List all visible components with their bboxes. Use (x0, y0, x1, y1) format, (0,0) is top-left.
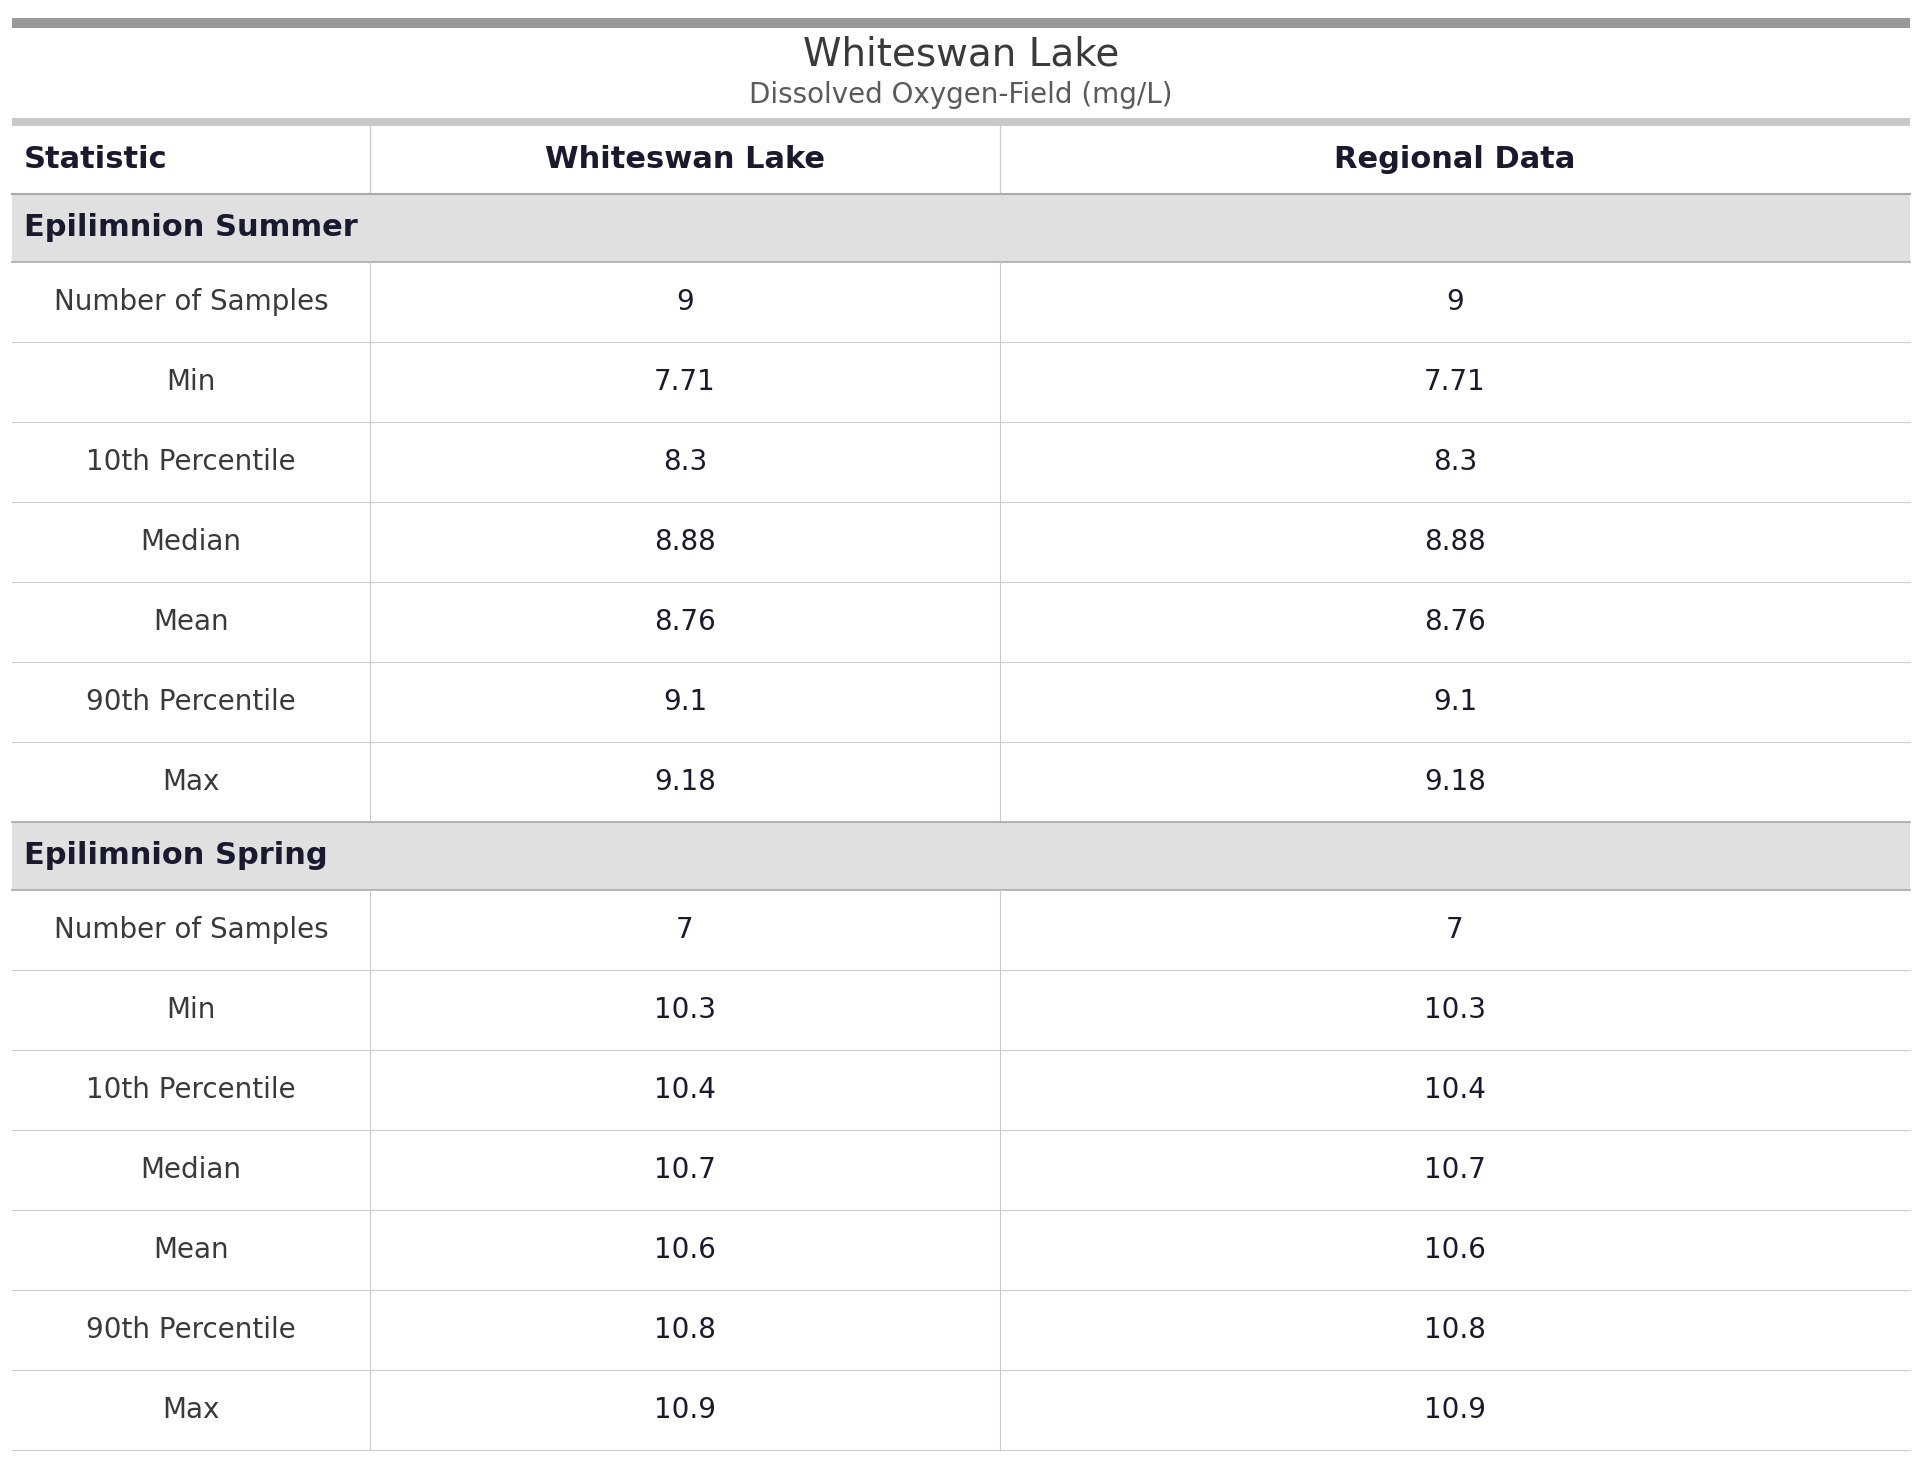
Text: 10th Percentile: 10th Percentile (86, 1076, 296, 1104)
FancyBboxPatch shape (12, 342, 1910, 422)
Text: 9.18: 9.18 (653, 768, 715, 796)
FancyBboxPatch shape (12, 194, 1910, 261)
FancyBboxPatch shape (12, 969, 1910, 1050)
Text: Epilimnion Summer: Epilimnion Summer (23, 213, 357, 242)
Text: 10.3: 10.3 (653, 996, 717, 1023)
Text: 9.18: 9.18 (1424, 768, 1486, 796)
FancyBboxPatch shape (12, 1130, 1910, 1210)
Text: 9.1: 9.1 (1434, 688, 1478, 715)
Text: Median: Median (140, 1156, 242, 1184)
FancyBboxPatch shape (12, 891, 1910, 969)
Text: 8.76: 8.76 (653, 607, 715, 637)
Text: 7.71: 7.71 (1424, 368, 1486, 396)
Text: 8.88: 8.88 (653, 529, 715, 556)
Text: Regional Data: Regional Data (1334, 146, 1576, 175)
Text: Mean: Mean (154, 1237, 229, 1264)
FancyBboxPatch shape (12, 502, 1910, 583)
FancyBboxPatch shape (12, 1050, 1910, 1130)
Text: Min: Min (167, 368, 215, 396)
Text: 10.8: 10.8 (653, 1315, 715, 1345)
Text: 10.9: 10.9 (653, 1396, 717, 1424)
Text: 9.1: 9.1 (663, 688, 707, 715)
Text: Whiteswan Lake: Whiteswan Lake (803, 36, 1119, 74)
Text: 10.4: 10.4 (1424, 1076, 1486, 1104)
Text: Median: Median (140, 529, 242, 556)
Text: 9: 9 (1445, 288, 1465, 315)
Text: Dissolved Oxygen-Field (mg/L): Dissolved Oxygen-Field (mg/L) (750, 80, 1172, 110)
Text: Number of Samples: Number of Samples (54, 288, 329, 315)
Text: 10th Percentile: 10th Percentile (86, 448, 296, 476)
FancyBboxPatch shape (12, 742, 1910, 822)
Text: 10.3: 10.3 (1424, 996, 1486, 1023)
Text: 10.8: 10.8 (1424, 1315, 1486, 1345)
Text: 7: 7 (677, 915, 694, 945)
Text: Min: Min (167, 996, 215, 1023)
FancyBboxPatch shape (12, 661, 1910, 742)
FancyBboxPatch shape (12, 1210, 1910, 1291)
Text: Mean: Mean (154, 607, 229, 637)
Text: 8.3: 8.3 (663, 448, 707, 476)
FancyBboxPatch shape (12, 18, 1910, 28)
Text: 8.88: 8.88 (1424, 529, 1486, 556)
FancyBboxPatch shape (12, 1369, 1910, 1450)
Text: Statistic: Statistic (23, 146, 167, 175)
FancyBboxPatch shape (12, 1291, 1910, 1369)
FancyBboxPatch shape (12, 261, 1910, 342)
Text: 8.76: 8.76 (1424, 607, 1486, 637)
Text: 10.9: 10.9 (1424, 1396, 1486, 1424)
Text: 10.6: 10.6 (653, 1237, 715, 1264)
FancyBboxPatch shape (12, 583, 1910, 661)
Text: 90th Percentile: 90th Percentile (86, 688, 296, 715)
FancyBboxPatch shape (12, 118, 1910, 126)
Text: Whiteswan Lake: Whiteswan Lake (546, 146, 825, 175)
Text: Number of Samples: Number of Samples (54, 915, 329, 945)
Text: 9: 9 (677, 288, 694, 315)
Text: 10.6: 10.6 (1424, 1237, 1486, 1264)
Text: Max: Max (161, 768, 219, 796)
Text: Max: Max (161, 1396, 219, 1424)
Text: 10.7: 10.7 (1424, 1156, 1486, 1184)
FancyBboxPatch shape (12, 822, 1910, 891)
Text: 8.3: 8.3 (1434, 448, 1478, 476)
Text: 10.4: 10.4 (653, 1076, 715, 1104)
Text: 7: 7 (1445, 915, 1465, 945)
FancyBboxPatch shape (12, 422, 1910, 502)
FancyBboxPatch shape (12, 126, 1910, 194)
Text: 90th Percentile: 90th Percentile (86, 1315, 296, 1345)
Text: Epilimnion Spring: Epilimnion Spring (23, 841, 327, 870)
Text: 7.71: 7.71 (653, 368, 715, 396)
Text: 10.7: 10.7 (653, 1156, 715, 1184)
